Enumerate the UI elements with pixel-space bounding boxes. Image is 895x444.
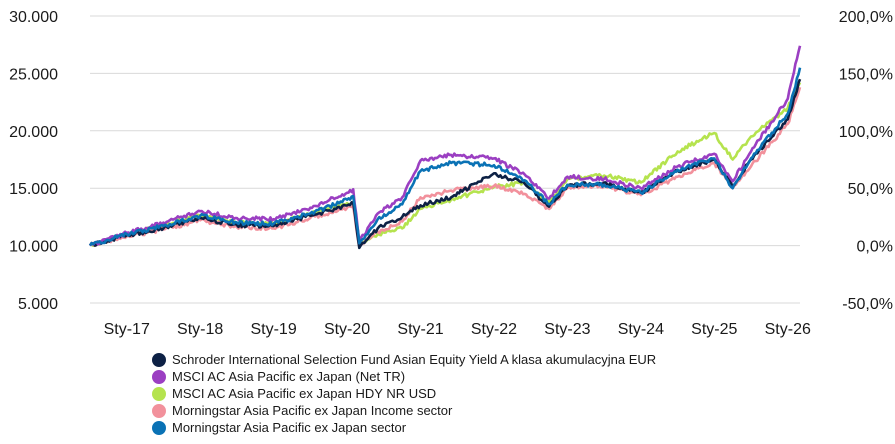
legend-marker — [152, 420, 166, 435]
x-tick-label: Sty-26 — [765, 321, 811, 338]
legend-label: Schroder International Selection Fund As… — [172, 352, 657, 367]
series-line — [88, 67, 802, 247]
right-y-tick-label: -50,0% — [842, 296, 893, 313]
legend-item: MSCI AC Asia Pacific ex Japan HDY NR USD — [152, 385, 656, 402]
series-line — [88, 45, 802, 247]
left-y-tick-label: 25.000 — [9, 66, 58, 83]
left-y-axis: 5.000 10.000 15.000 20.000 25.000 30.000 — [9, 9, 58, 313]
right-y-tick-label: 200,0% — [839, 9, 893, 26]
x-tick-label: Sty-20 — [324, 321, 370, 338]
x-tick-label: Sty-17 — [104, 321, 150, 338]
legend-label: MSCI AC Asia Pacific ex Japan (Net TR) — [172, 369, 406, 384]
series-line — [88, 86, 802, 248]
legend-marker — [152, 403, 166, 418]
legend-item: Schroder International Selection Fund As… — [152, 351, 656, 368]
line-chart: 5.000 10.000 15.000 20.000 25.000 30.000 -50,… — [9, 9, 893, 338]
right-y-tick-label: 0,0% — [857, 239, 893, 256]
left-y-tick-label: 5.000 — [18, 296, 58, 313]
legend-item: Morningstar Asia Pacific ex Japan Income… — [152, 402, 656, 419]
right-y-tick-label: 100,0% — [839, 124, 893, 141]
left-y-tick-label: 30.000 — [9, 9, 58, 26]
legend-marker — [152, 369, 166, 384]
legend-label: Morningstar Asia Pacific ex Japan Income… — [172, 403, 453, 418]
x-tick-label: Sty-24 — [618, 321, 664, 338]
left-y-tick-label: 10.000 — [9, 239, 58, 256]
legend: Schroder International Selection Fund As… — [152, 351, 656, 436]
x-tick-label: Sty-23 — [544, 321, 590, 338]
legend-item: MSCI AC Asia Pacific ex Japan (Net TR) — [152, 368, 656, 385]
left-y-tick-label: 15.000 — [9, 181, 58, 198]
left-y-tick-label: 20.000 — [9, 124, 58, 141]
right-y-axis: -50,0% 0,0% 50,0% 100,0% 150,0% 200,0% — [839, 9, 893, 313]
legend-label: Morningstar Asia Pacific ex Japan sector — [172, 420, 407, 435]
legend-marker — [152, 352, 166, 367]
x-tick-label: Sty-22 — [471, 321, 517, 338]
legend-item: Morningstar Asia Pacific ex Japan sector — [152, 419, 656, 436]
series-lines — [88, 45, 802, 250]
x-axis: Sty-17 Sty-18 Sty-19 Sty-20 Sty-21 Sty-22 Sty-… — [104, 321, 811, 338]
legend-marker — [152, 386, 166, 401]
x-tick-label: Sty-21 — [397, 321, 443, 338]
grid-lines — [90, 15, 800, 304]
right-y-tick-label: 150,0% — [839, 66, 893, 83]
x-tick-label: Sty-25 — [691, 321, 737, 338]
legend-label: MSCI AC Asia Pacific ex Japan HDY NR USD — [172, 386, 437, 401]
x-tick-label: Sty-18 — [177, 321, 223, 338]
x-tick-label: Sty-19 — [250, 321, 296, 338]
right-y-tick-label: 50,0% — [848, 181, 893, 198]
